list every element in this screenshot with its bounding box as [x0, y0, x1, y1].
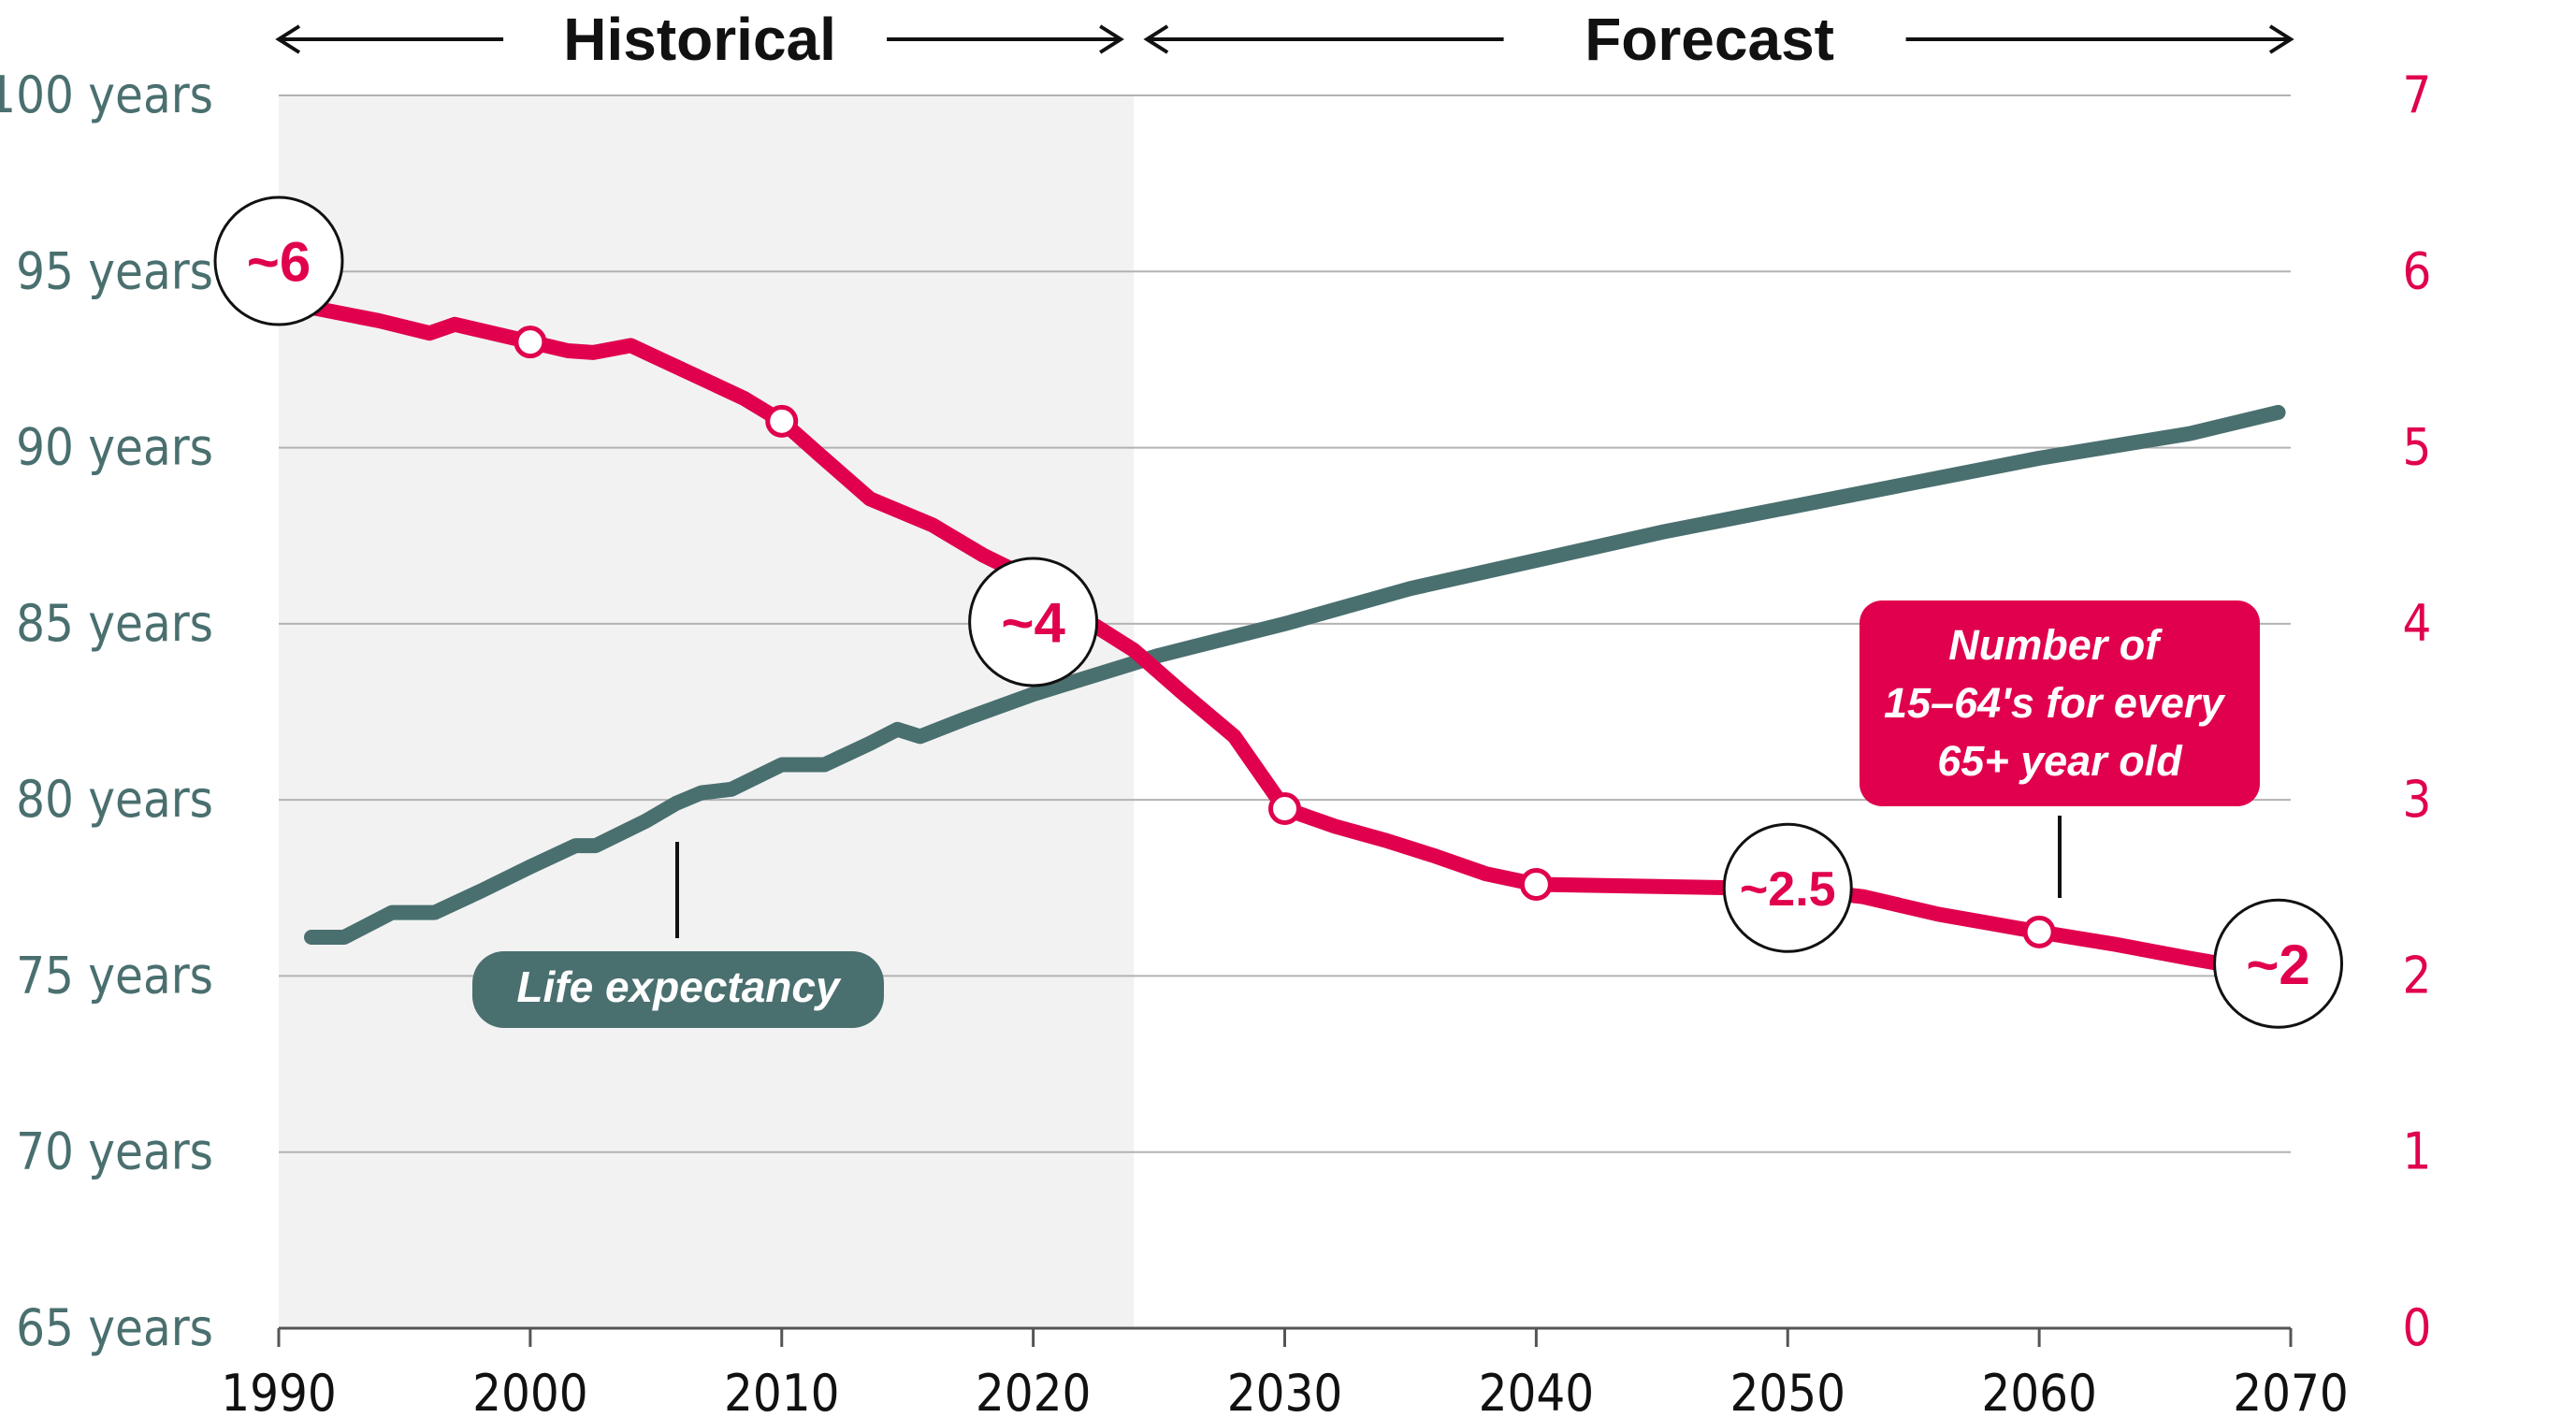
arrow-head [1143, 24, 1169, 54]
y-left-tick-label: 65 years [16, 1298, 213, 1357]
data-point-marker [2022, 915, 2056, 948]
period-arrows [275, 24, 2294, 54]
ratio-annotation: Number of 15–64's for every 65+ year old [1860, 600, 2260, 898]
data-point-marker [765, 404, 799, 438]
x-tick-label: 1990 [221, 1364, 337, 1418]
svg-text:Number of 15–64's for ev: Number of 15–64's for every 65+ year old [1884, 621, 2236, 785]
y-left-tick-label: 90 years [16, 418, 213, 477]
arrow-head [1099, 24, 1124, 54]
value-callout: ~6 [213, 195, 344, 326]
x-tick-label: 2070 [2233, 1364, 2349, 1418]
callout-label: ~4 [1001, 592, 1065, 655]
historical-label: Historical [563, 6, 836, 73]
y-left-tick-label: 80 years [16, 770, 213, 829]
callout-label: ~6 [247, 231, 311, 294]
arrow-head [2268, 24, 2294, 54]
callout-bubble [1722, 822, 1853, 953]
life-expectancy-line [304, 404, 2286, 945]
callout-bubble [2213, 898, 2344, 1029]
data-point-marker [1519, 868, 1553, 902]
x-tick-label: 2050 [1729, 1364, 1845, 1418]
value-callout: ~2.5 [1722, 822, 1853, 953]
x-tick-label: 2000 [472, 1364, 588, 1418]
x-tick-label: 2040 [1479, 1364, 1595, 1418]
ratio-label-line-3: 65+ year old [1937, 737, 2183, 785]
y-right-tick-label: 0 [2403, 1298, 2432, 1357]
callout-label: ~2 [2246, 933, 2309, 996]
ratio-label-line-1: Number of [1948, 621, 2163, 669]
ratio-label-line-2: 15–64's for every [1884, 679, 2225, 727]
arrow-head [275, 24, 301, 54]
y-right-tick-label: 3 [2403, 770, 2432, 829]
x-tick-label: 2060 [1981, 1364, 2097, 1418]
value-callout: ~4 [968, 557, 1099, 687]
callout-label: ~2.5 [1740, 862, 1836, 917]
life-expectancy-annotation: Life expectancy [472, 842, 884, 1028]
y-axis-left-ticks: 65 years 70 years 75 years 80 years 85 years… [0, 65, 213, 1357]
y-right-tick-label: 1 [2403, 1122, 2432, 1181]
callout-bubble [968, 557, 1099, 687]
y-right-tick-label: 2 [2403, 946, 2432, 1005]
callout-bubble [213, 195, 344, 326]
marker-layer [514, 326, 2056, 948]
y-right-tick-label: 7 [2403, 65, 2432, 124]
y-left-tick-label: 100 years [0, 65, 213, 124]
value-callout: ~2 [2213, 898, 2344, 1029]
forecast-label: Forecast [1585, 6, 1834, 73]
y-right-tick-label: 4 [2403, 594, 2432, 653]
x-tick-label: 2010 [724, 1364, 840, 1418]
callout-layer: ~6 ~4 ~2.5 ~2 [213, 195, 2344, 1029]
data-point-marker [514, 326, 547, 359]
y-right-tick-label: 5 [2403, 418, 2432, 477]
y-left-tick-label: 70 years [16, 1122, 213, 1181]
y-right-tick-label: 6 [2403, 241, 2432, 300]
life-expectancy-label: Life expectancy [516, 962, 842, 1011]
y-left-tick-label: 95 years [16, 241, 213, 300]
x-axis-ticks: 1990 2000 2010 2020 2030 2040 2050 2060 2070 [221, 1328, 2349, 1418]
data-point-marker [1268, 792, 1301, 826]
x-tick-label: 2020 [976, 1364, 1092, 1418]
y-left-tick-label: 85 years [16, 594, 213, 653]
x-tick-label: 2030 [1227, 1364, 1343, 1418]
y-axis-right-ticks: 0 1 2 3 4 5 6 7 [2403, 65, 2432, 1357]
y-left-tick-label: 75 years [16, 946, 213, 1005]
period-header: Historical Forecast [275, 6, 2294, 73]
